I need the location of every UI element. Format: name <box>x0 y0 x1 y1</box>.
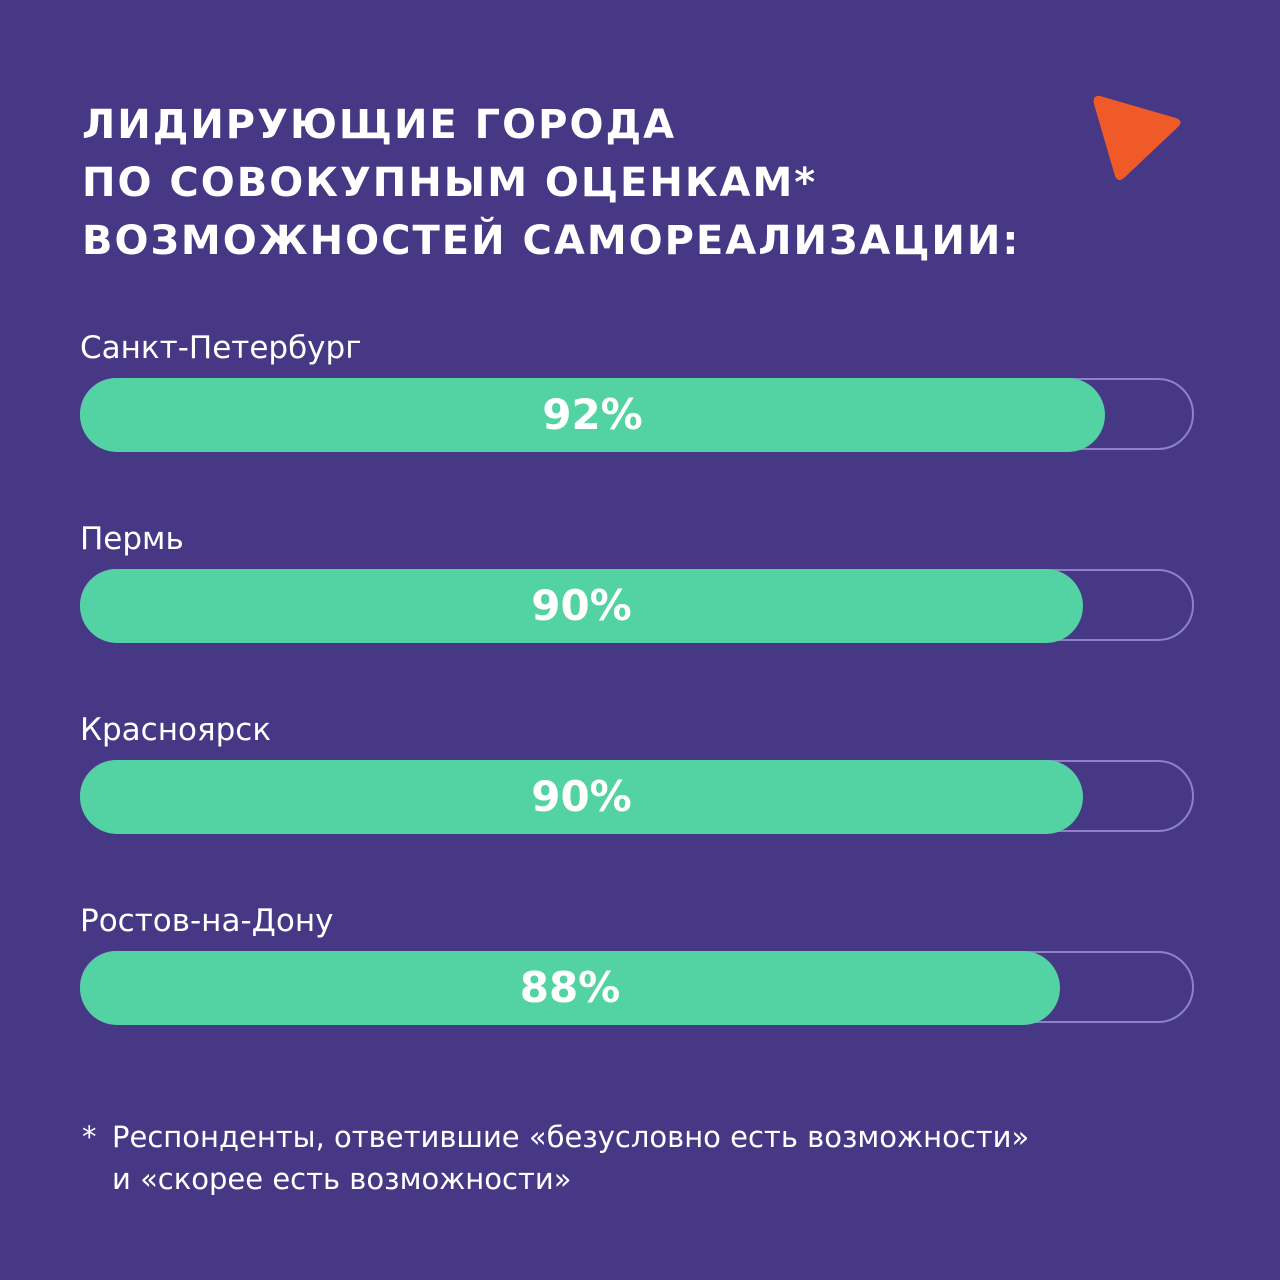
bar-fill <box>80 760 1083 834</box>
data-label: 92% <box>542 390 643 439</box>
play-triangle-icon <box>1093 95 1181 181</box>
data-label: 88% <box>519 963 621 1012</box>
bar-fill <box>80 569 1083 643</box>
title-line-3: ВОЗМОЖНОСТЕЙ САМОРЕАЛИЗАЦИИ: <box>82 218 1021 264</box>
data-label: 90% <box>531 772 632 821</box>
footnote-line-2: и «скорее есть возможности» <box>112 1162 572 1196</box>
footnote: * Респонденты, ответившие «безусловно ес… <box>82 1116 1182 1200</box>
footnote-line-1: Респонденты, ответившие «безусловно есть… <box>112 1120 1030 1154</box>
category-label: Красноярск <box>80 712 272 748</box>
title-line-2: ПО СОВОКУПНЫМ ОЦЕНКАМ* <box>82 160 818 206</box>
category-label: Санкт-Петербург <box>80 330 362 366</box>
chart-title: ЛИДИРУЮЩИЕ ГОРОДА ПО СОВОКУПНЫМ ОЦЕНКАМ*… <box>82 96 1082 270</box>
title-line-1: ЛИДИРУЮЩИЕ ГОРОДА <box>82 102 677 148</box>
bar-fill <box>80 378 1105 452</box>
data-label: 90% <box>531 581 632 630</box>
category-label: Ростов-на-Дону <box>80 903 334 939</box>
category-label: Пермь <box>80 521 184 557</box>
footnote-asterisk: * <box>82 1120 97 1154</box>
bar-fill <box>80 951 1060 1025</box>
